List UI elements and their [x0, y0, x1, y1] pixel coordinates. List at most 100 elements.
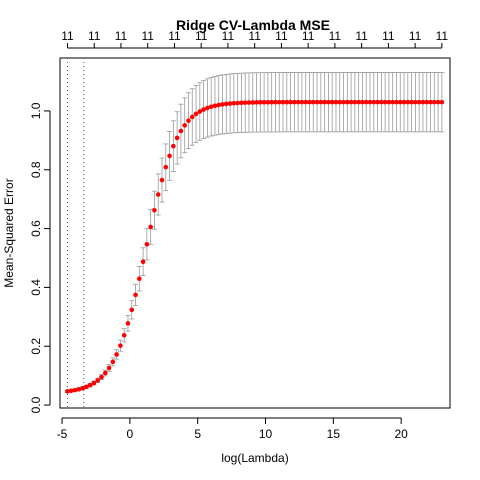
vline-layer: [66, 58, 85, 408]
data-point: [167, 153, 172, 159]
y-axis: 0.0 0.2 0.4 0.6 0.8 1.0: [29, 102, 51, 413]
data-point: [182, 123, 187, 128]
data-point: [258, 100, 263, 105]
data-point: [227, 101, 233, 106]
data-point: [363, 99, 369, 105]
data-point: [174, 135, 180, 141]
data-point: [326, 99, 331, 105]
data-point: [413, 99, 418, 105]
data-point: [65, 389, 70, 394]
data-point: [345, 99, 350, 105]
data-point: [386, 99, 392, 105]
data-point: [118, 343, 123, 348]
data-point: [337, 99, 343, 105]
y-tick-label: 1.0: [29, 102, 43, 119]
top-tick-label: 11: [302, 29, 315, 43]
data-point: [254, 100, 259, 105]
plot-box: [59, 57, 451, 409]
top-tick-label: 11: [275, 29, 288, 43]
data-point: [348, 99, 354, 105]
data-point: [102, 370, 108, 376]
data-point: [163, 164, 169, 170]
data-point: [397, 99, 403, 105]
data-point: [133, 292, 138, 298]
data-point: [231, 100, 237, 106]
data-point: [201, 107, 206, 112]
data-point: [307, 99, 312, 105]
x-tick-label: 15: [327, 427, 341, 441]
data-point: [129, 307, 135, 313]
data-point: [208, 104, 214, 110]
data-point: [439, 99, 445, 105]
data-point: [360, 99, 365, 105]
data-point: [341, 99, 346, 105]
x-tick-label: -5: [57, 427, 68, 441]
data-point: [356, 99, 361, 105]
data-point: [178, 128, 184, 134]
data-point: [322, 99, 327, 105]
y-tick-label: 0.6: [29, 220, 43, 237]
data-point: [261, 99, 267, 105]
data-point: [235, 100, 240, 106]
data-point: [379, 99, 384, 105]
data-point: [186, 118, 191, 124]
chart-title: Ridge CV-Lambda MSE: [176, 17, 330, 33]
data-point: [171, 143, 176, 149]
x-tick-label: 10: [259, 427, 273, 441]
data-point: [212, 103, 218, 109]
data-point: [288, 99, 293, 105]
data-point: [216, 102, 222, 108]
data-point: [420, 99, 426, 105]
data-point: [223, 101, 229, 107]
data-point: [292, 99, 297, 105]
data-point: [299, 99, 305, 105]
data-point: [375, 99, 380, 105]
point-layer: [65, 99, 445, 394]
data-point: [72, 387, 78, 393]
x-tick-label: 20: [394, 427, 408, 441]
top-tick-label: 11: [409, 29, 422, 43]
data-point: [333, 99, 339, 105]
data-point: [273, 99, 278, 105]
top-tick-label: 11: [61, 29, 74, 43]
data-point: [87, 382, 93, 388]
y-axis-label: Mean-Squared Error: [2, 178, 16, 287]
data-point: [121, 333, 127, 338]
top-tick-label: 11: [382, 29, 395, 43]
data-point: [242, 100, 248, 105]
top-tick-label: 11: [222, 29, 235, 43]
top-tick-label: 11: [88, 29, 101, 43]
data-point: [276, 99, 282, 105]
data-point: [144, 241, 150, 247]
top-tick-label: 11: [115, 29, 128, 43]
top-tick-label: 11: [436, 29, 449, 43]
data-point: [390, 99, 395, 105]
data-point: [424, 99, 430, 105]
data-point: [382, 99, 388, 105]
data-point: [269, 99, 274, 105]
data-point: [371, 99, 377, 105]
data-point: [106, 365, 112, 371]
top-tick-label: 11: [141, 29, 154, 43]
data-point: [250, 100, 256, 105]
data-point: [284, 99, 290, 105]
data-point: [352, 99, 358, 105]
data-point: [431, 99, 437, 105]
data-point: [435, 99, 441, 105]
data-point: [114, 352, 119, 357]
data-point: [318, 99, 324, 105]
top-tick-label: 11: [355, 29, 368, 43]
top-tick-label: 11: [329, 29, 342, 43]
data-point: [314, 99, 320, 105]
x-tick-label: 5: [194, 427, 201, 441]
data-point: [76, 386, 82, 392]
data-point: [137, 276, 142, 282]
data-point: [416, 99, 422, 105]
data-point: [239, 100, 244, 106]
data-point: [405, 99, 411, 105]
top-tick-label: 11: [248, 29, 261, 43]
data-point: [125, 321, 131, 326]
data-point: [295, 99, 301, 105]
data-point: [205, 105, 210, 111]
